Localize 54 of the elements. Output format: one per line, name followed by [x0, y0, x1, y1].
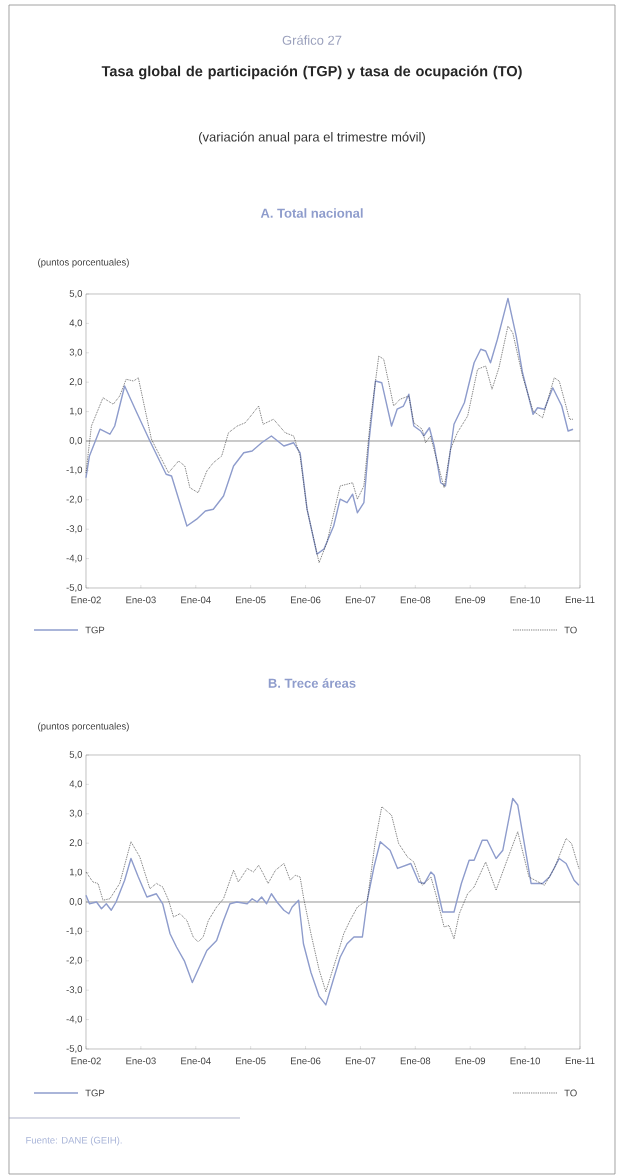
y-tick-label: 5,0 [69, 290, 83, 298]
legend-label: TO [564, 1089, 577, 1097]
y-tick-label: -2,0 [66, 495, 83, 504]
y-axis-title: (puntos porcentuales) [38, 258, 129, 268]
y-tick-label: -4,0 [66, 1015, 83, 1024]
y-tick-label: 1,0 [69, 407, 83, 416]
y-tick-label: 5,0 [69, 751, 83, 759]
y-tick-label: 1,0 [69, 868, 83, 877]
y-tick-label: -1,0 [66, 927, 83, 936]
x-tick-label: Ene-05 [236, 1057, 266, 1065]
x-tick-label: Ene-09 [455, 1057, 486, 1065]
y-tick-label: -3,0 [66, 986, 83, 995]
y-tick-label: -2,0 [66, 956, 83, 965]
x-tick-label: Ene-05 [236, 596, 266, 604]
y-tick-label: 4,0 [69, 319, 83, 328]
source-note: Fuente: DANE (GEIH). [26, 1136, 122, 1146]
y-tick-label: -3,0 [66, 525, 83, 534]
x-tick-label: Ene-09 [455, 596, 486, 604]
text: (variación anual para el trimestre móvil) [199, 131, 425, 145]
chart-title: B. Trece áreas [268, 678, 356, 688]
legend-label: TO [564, 626, 577, 634]
x-tick-label: Ene-02 [71, 596, 101, 604]
y-tick-label: 0,0 [69, 437, 83, 445]
y-tick-label: 2,0 [69, 839, 83, 848]
y-tick-label: 2,0 [69, 378, 83, 387]
x-tick-label: Ene-08 [400, 1057, 431, 1065]
x-tick-label: Ene-08 [400, 596, 431, 604]
x-tick-label: Ene-03 [126, 1057, 156, 1065]
legend-label: TGP [85, 1089, 105, 1097]
x-tick-label: Ene-10 [510, 596, 541, 604]
legend-label: TGP [85, 626, 105, 634]
x-tick-label: Ene-07 [345, 1057, 376, 1065]
x-tick-label: Ene-04 [181, 596, 211, 604]
x-tick-label: Ene-06 [291, 596, 321, 604]
x-tick-label: Ene-10 [510, 1057, 541, 1065]
y-tick-label: -5,0 [66, 1045, 83, 1053]
x-tick-label: Ene-02 [71, 1057, 101, 1065]
x-tick-label: Ene-07 [345, 596, 376, 604]
y-tick-label: -1,0 [66, 466, 83, 475]
text: Tasa global de participación (TGP) y tasa de ocupación (TO) [101, 65, 522, 80]
y-tick-label: -4,0 [66, 554, 83, 563]
text: Gráfico 27 [282, 35, 342, 45]
y-tick-label: 3,0 [69, 348, 83, 357]
x-tick-label: Ene-11 [565, 1057, 595, 1065]
y-tick-label: 0,0 [69, 898, 83, 906]
x-tick-label: Ene-06 [291, 1057, 321, 1065]
x-tick-label: Ene-04 [181, 1057, 211, 1065]
y-axis-title: (puntos porcentuales) [38, 722, 129, 732]
y-tick-label: 4,0 [69, 780, 83, 789]
x-tick-label: Ene-03 [126, 596, 156, 604]
y-tick-label: -5,0 [66, 584, 83, 592]
x-tick-label: Ene-11 [565, 596, 595, 604]
chart-title: A. Total nacional [260, 208, 363, 218]
y-tick-label: 3,0 [69, 809, 83, 818]
